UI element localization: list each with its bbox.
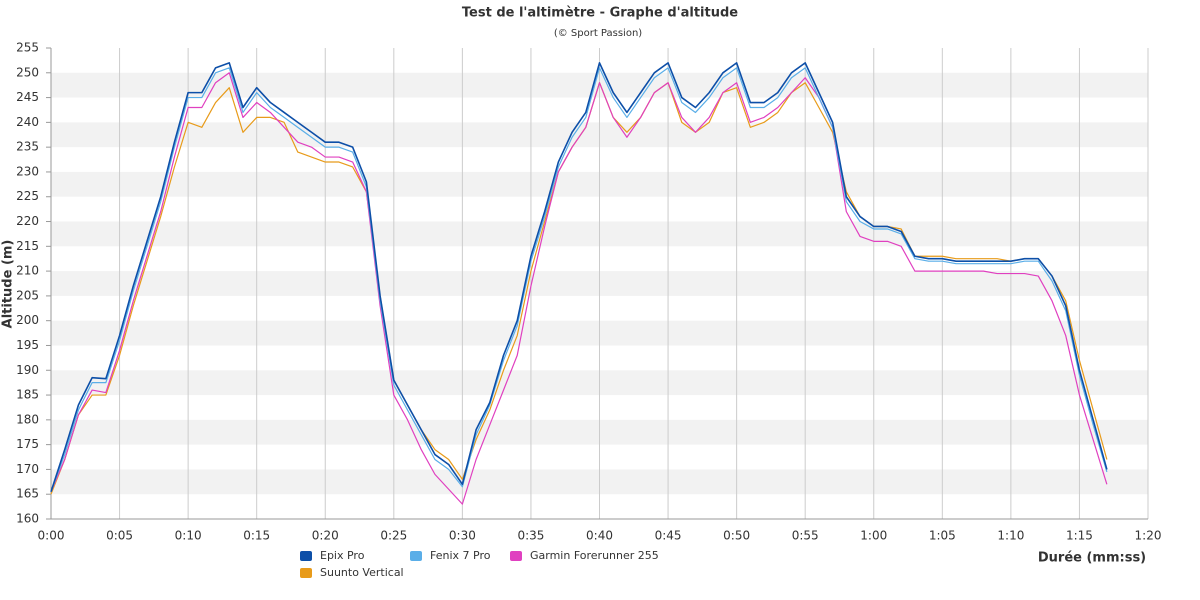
x-tick-label: 0:05 xyxy=(106,529,133,543)
x-tick-label: 0:15 xyxy=(243,529,270,543)
x-tick-label: 1:10 xyxy=(997,529,1024,543)
legend-swatch xyxy=(300,551,312,561)
x-axis-label: Durée (mm:ss) xyxy=(1038,551,1146,566)
legend-swatch xyxy=(510,551,522,561)
series-line xyxy=(50,62,1108,492)
y-tick-label: 230 xyxy=(16,164,39,178)
y-tick-label: 190 xyxy=(16,363,39,377)
y-tick-label: 240 xyxy=(16,115,39,129)
x-tick-label: 0:40 xyxy=(586,529,613,543)
y-tick-label: 200 xyxy=(16,313,39,327)
x-tick-label: 0:35 xyxy=(517,529,544,543)
y-tick-label: 180 xyxy=(16,412,39,426)
y-tick-label: 250 xyxy=(16,65,39,79)
x-tick-label: 0:25 xyxy=(380,529,407,543)
x-tick-label: 0:50 xyxy=(723,529,750,543)
y-tick-label: 215 xyxy=(16,239,39,253)
y-tick-label: 205 xyxy=(16,288,39,302)
y-tick-label: 255 xyxy=(16,41,39,55)
legend-label: Epix Pro xyxy=(320,549,365,562)
x-tick-label: 0:45 xyxy=(655,529,682,543)
y-tick-label: 195 xyxy=(16,338,39,352)
series-line xyxy=(50,67,1108,492)
x-tick-label: 1:00 xyxy=(860,529,887,543)
chart-subtitle: (© Sport Passion) xyxy=(554,28,642,39)
x-tick-label: 1:05 xyxy=(929,529,956,543)
x-tick-label: 1:20 xyxy=(1135,529,1162,543)
legend-swatch xyxy=(410,551,422,561)
y-tick-label: 160 xyxy=(16,512,39,526)
legend-label: Garmin Forerunner 255 xyxy=(530,549,659,562)
y-tick-label: 175 xyxy=(16,437,39,451)
x-tick-label: 0:30 xyxy=(449,529,476,543)
legend-label: Fenix 7 Pro xyxy=(430,549,491,562)
chart-title: Test de l'altimètre - Graphe d'altitude xyxy=(462,6,738,21)
y-tick-label: 185 xyxy=(16,388,39,402)
y-tick-label: 220 xyxy=(16,214,39,228)
y-tick-label: 235 xyxy=(16,140,39,154)
legend-swatch xyxy=(300,568,312,578)
x-tick-label: 0:20 xyxy=(312,529,339,543)
series-line xyxy=(50,72,1108,505)
y-tick-label: 165 xyxy=(16,487,39,501)
x-tick-label: 1:15 xyxy=(1066,529,1093,543)
x-tick-label: 0:55 xyxy=(792,529,819,543)
y-axis-label: Altitude (m) xyxy=(1,240,16,329)
legend-label: Suunto Vertical xyxy=(320,566,404,579)
y-tick-label: 225 xyxy=(16,189,39,203)
x-tick-label: 0:10 xyxy=(175,529,202,543)
y-tick-label: 245 xyxy=(16,90,39,104)
y-tick-label: 210 xyxy=(16,264,39,278)
x-tick-label: 0:00 xyxy=(38,529,65,543)
y-tick-label: 170 xyxy=(16,462,39,476)
